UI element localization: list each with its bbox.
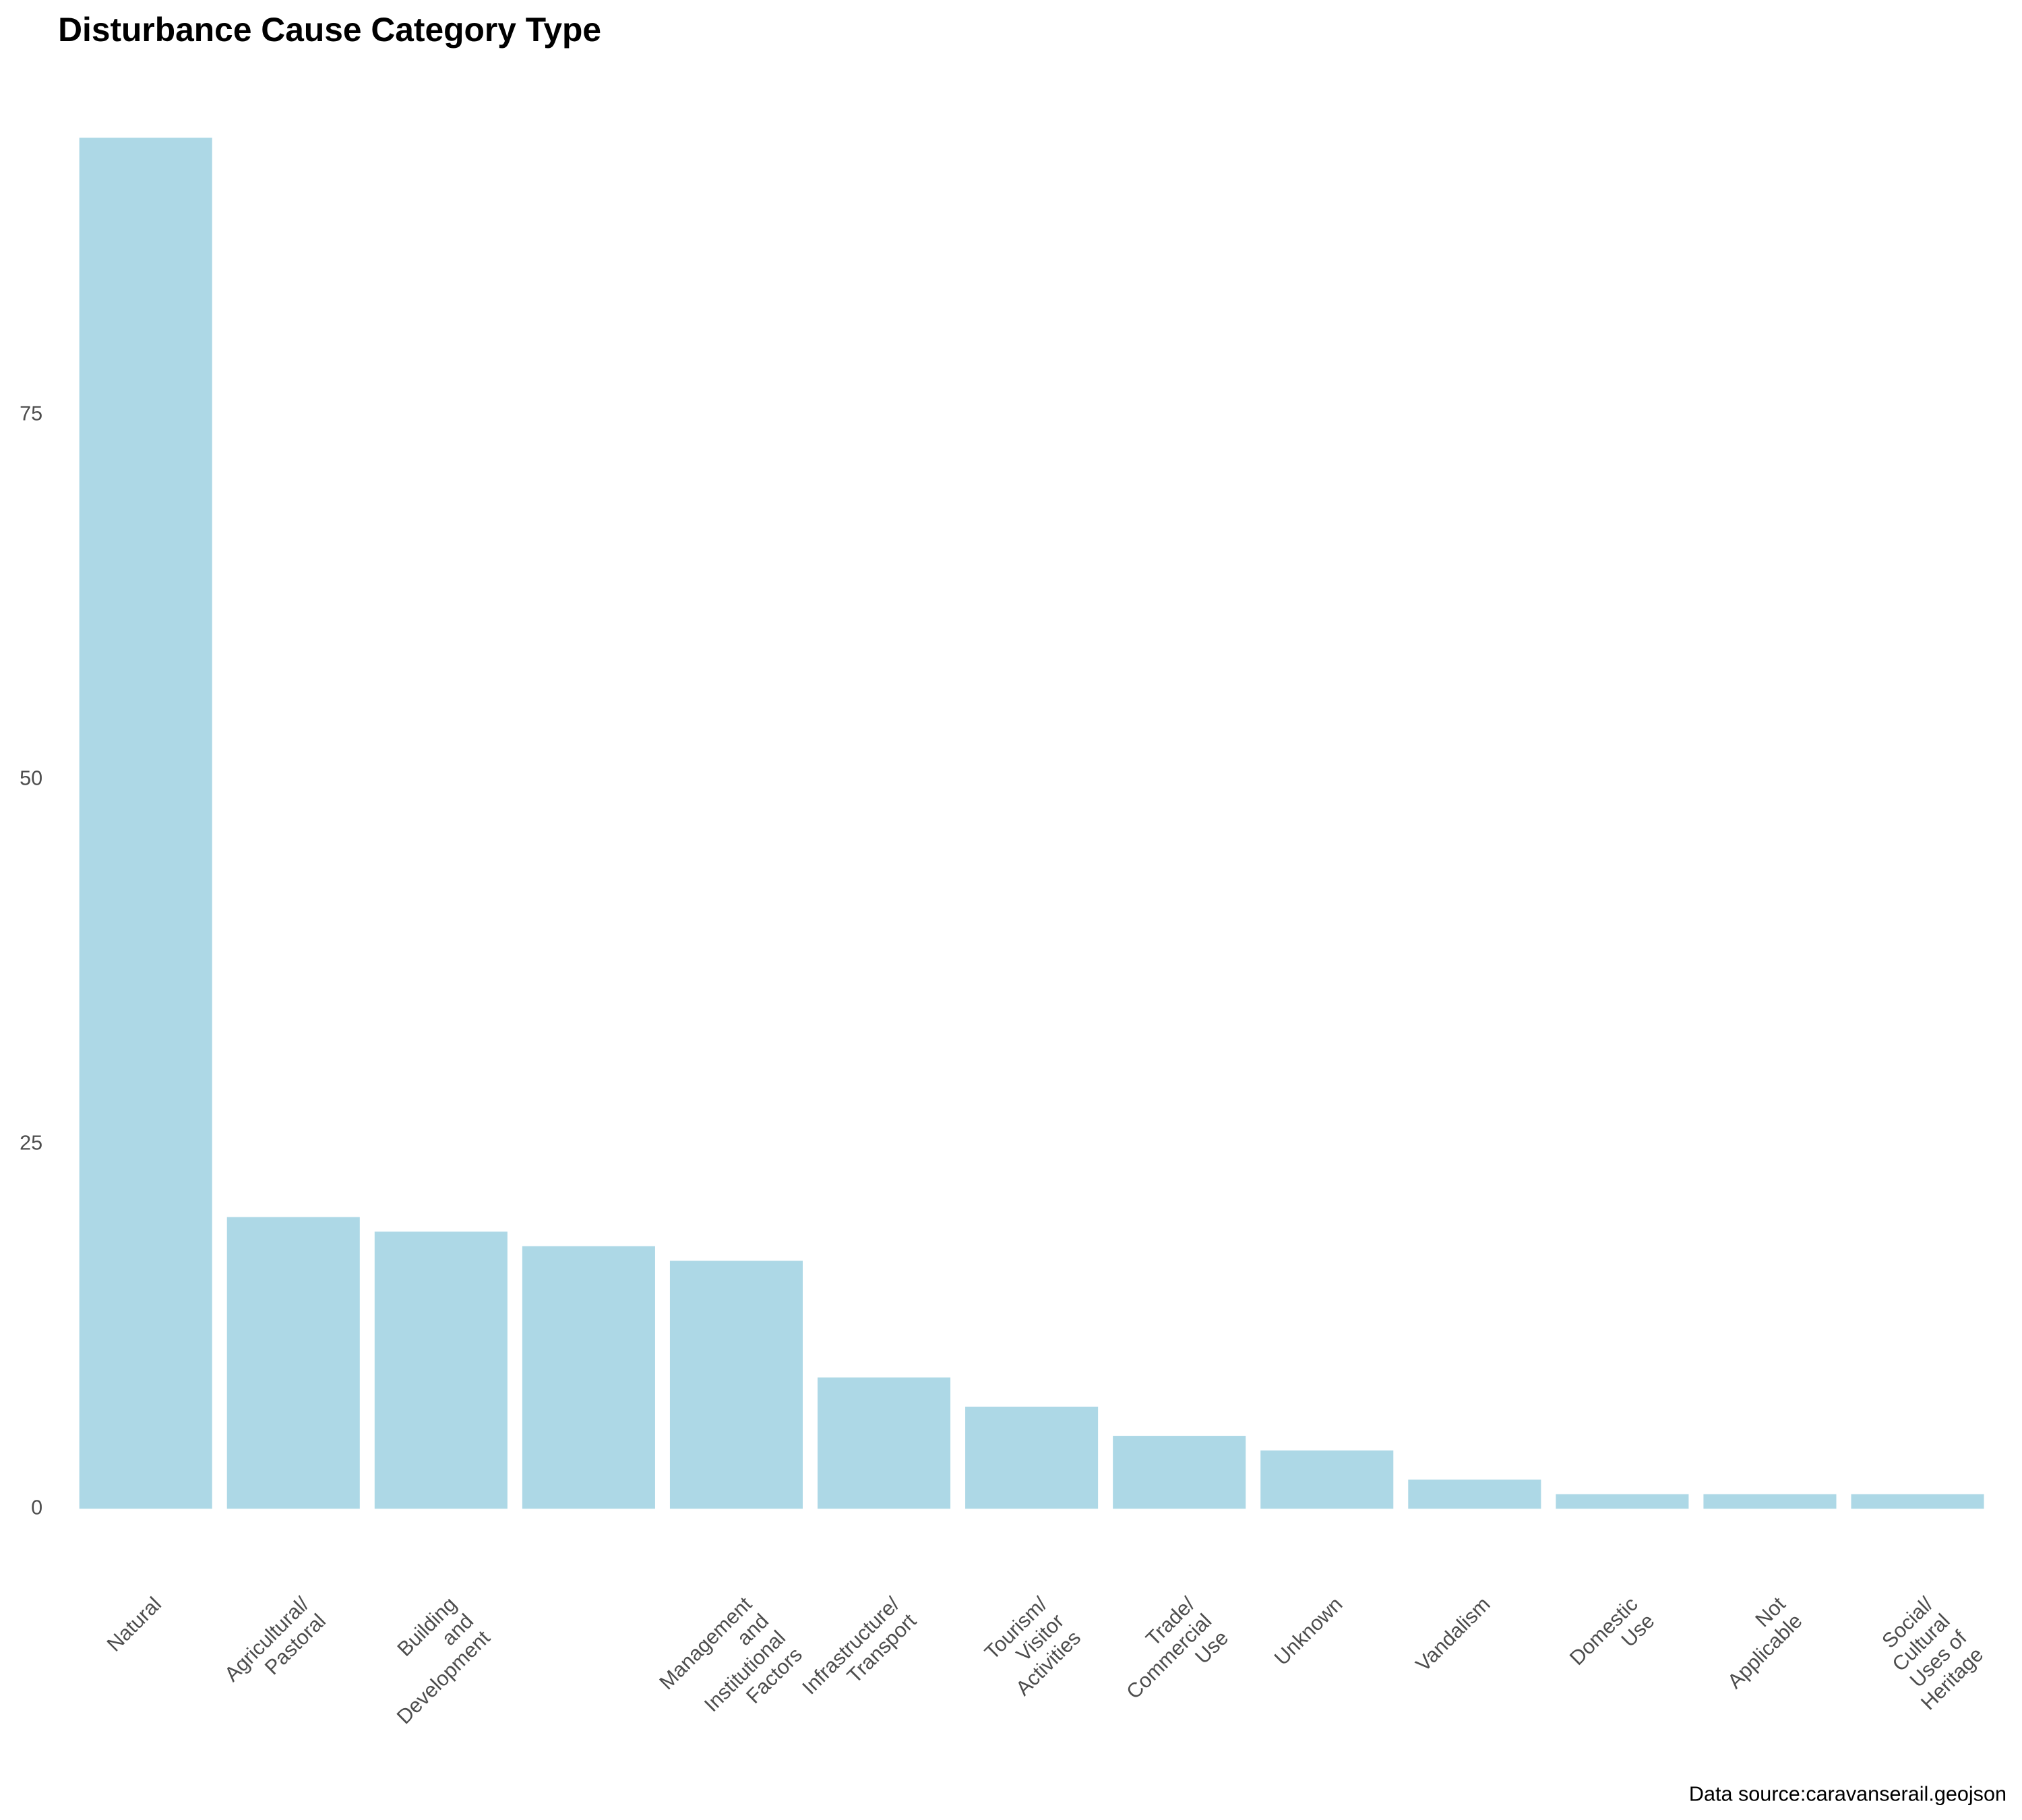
bar [669,1261,803,1509]
x-tick-label: DomesticUse [1565,1593,1659,1687]
bar [1703,1494,1837,1509]
bar [79,138,212,1509]
bar [1851,1494,1984,1509]
x-tick-label: NotApplicable [1707,1592,1807,1693]
y-tick-label: 0 [31,1496,42,1519]
bar [374,1232,508,1509]
bar [1408,1479,1541,1509]
x-tick-label: ManagementandInstitutionalFactors [655,1592,807,1745]
x-tick-label: Trade/CommercialUse [1105,1592,1233,1720]
bar [818,1377,951,1509]
chart-title: Disturbance Cause Category Type [58,11,601,49]
x-tick-label: Infrastructure/Transport [798,1592,921,1716]
x-tick-label: Natural [102,1593,166,1656]
x-tick-label: BuildingandDevelopment [359,1592,495,1728]
y-tick-label: 25 [20,1131,42,1154]
x-tick-label: Vandalism [1411,1593,1494,1676]
y-tick-label: 50 [20,766,42,789]
bar [1260,1450,1394,1509]
x-tick-label: Tourism/VisitorActivities [978,1592,1086,1700]
x-tick-label: Agricultural/Pastoral [220,1592,331,1703]
x-tick-label: Social/CulturalUses ofHeritage [1866,1592,1988,1714]
x-tick-label: Unknown [1270,1593,1347,1670]
bar [226,1217,360,1509]
bar [522,1246,655,1509]
bar [1113,1436,1246,1509]
caption: Data source:caravanserail.geojson [1689,1783,2006,1806]
bar [965,1406,1099,1509]
y-tick-label: 75 [20,402,42,425]
bar [1556,1494,1689,1509]
